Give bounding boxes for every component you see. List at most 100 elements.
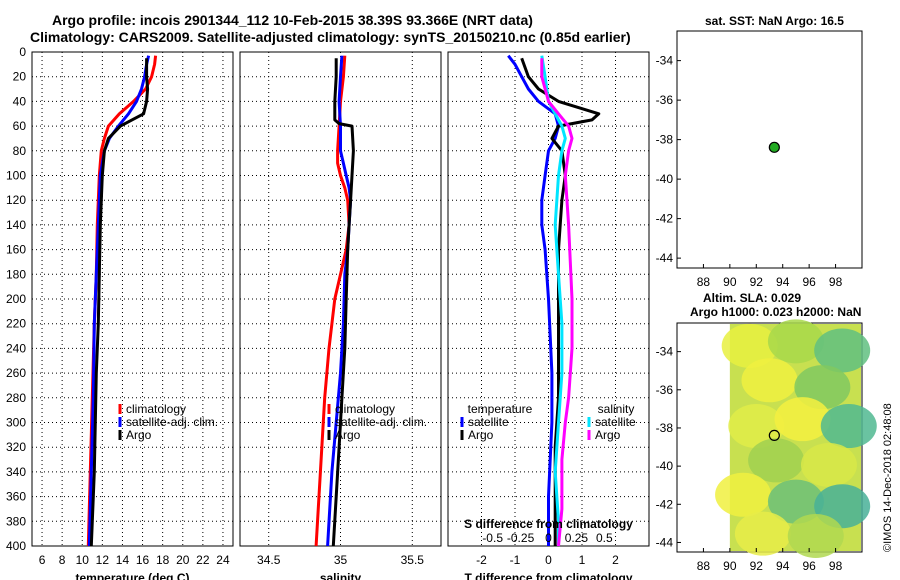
altim_map-heat-cell [741, 358, 798, 403]
altim-map-title: Altim. SLA: 0.029 [703, 291, 802, 305]
salinity-xlabel: salinity [320, 571, 362, 580]
temperature-series-line [89, 58, 150, 547]
temperature-xtick-label: 8 [59, 553, 66, 567]
altim_map-xtick-label: 88 [697, 559, 711, 573]
depth-tick-label: 400 [6, 539, 26, 553]
altim_map-heat-cell [728, 404, 785, 449]
temperature-xtick-label: 18 [156, 553, 170, 567]
depth-tick-label: 180 [6, 267, 26, 281]
depth-tick-label: 300 [6, 416, 26, 430]
altim_map-heat-cell [767, 479, 824, 524]
depth-tick-label: 120 [6, 193, 26, 207]
depth-tick-label: 40 [13, 94, 27, 108]
temperature-xtick-label: 22 [196, 553, 210, 567]
altim_map-panel: 88 90 92 94 96 98 -34 -36 -38 -40 -42 -44 [656, 319, 877, 573]
altim_map-heat-cell [721, 323, 778, 368]
sst_map-xtick-label: 92 [750, 275, 764, 289]
differences-xtick-label: -2 [476, 553, 487, 567]
altim_map-argo-point [768, 429, 780, 442]
sst_map-xtick-label: 90 [723, 275, 737, 289]
sst_map-xtick-label: 88 [697, 275, 711, 289]
temperature-xtick-label: 14 [116, 553, 130, 567]
sst_map-xtick-label: 94 [776, 275, 790, 289]
depth-tick-label: 220 [6, 317, 26, 331]
altim_map-heat-cell [734, 511, 791, 556]
altim_map-ytick-label: -44 [656, 535, 674, 549]
depth-tick-label: 160 [6, 243, 26, 257]
differences-xlabel: T difference from climatology [464, 571, 632, 580]
altim_map-heat-cell [814, 328, 871, 373]
depth-tick-label: 100 [6, 169, 26, 183]
salinity-series-line [331, 58, 355, 547]
sdiff-tick-label: 0 [545, 531, 552, 545]
depth-tick-label: 360 [6, 490, 26, 504]
salinity-xtick-label: 35 [334, 553, 348, 567]
salinity-panel: 34.5 35 35.5 salinity climatologysatellite-a… [239, 51, 442, 580]
salinity-legend-label: satellite-adj. clim. [335, 415, 427, 429]
altim_map-heat-cell [748, 438, 805, 483]
sdiff-tick-label: 0.5 [596, 531, 613, 545]
temperature-xtick-label: 12 [96, 553, 110, 567]
temperature-xtick-label: 16 [136, 553, 150, 567]
depth-tick-label: 140 [6, 218, 26, 232]
altim_map-ytick-label: -38 [656, 421, 674, 435]
tdiff-legend-label: Argo [468, 428, 494, 442]
depth-tick-label: 280 [6, 391, 26, 405]
sst_map-ytick-label: -38 [656, 133, 674, 147]
depth-tick-label: 320 [6, 440, 26, 454]
sst_map-ytick-label: -36 [656, 93, 674, 107]
differences-series-line [540, 58, 574, 547]
sst_map-xtick-label: 96 [802, 275, 816, 289]
sst_map-ytick-label: -40 [656, 172, 674, 186]
altim-map-subtitle: Argo h1000: 0.023 h2000: NaN [690, 305, 862, 319]
temperature-xtick-label: 10 [76, 553, 90, 567]
altim_map-xtick-label: 96 [802, 559, 816, 573]
depth-tick-label: 60 [13, 119, 27, 133]
temperature-legend-label: climatology [126, 402, 186, 416]
temperature-xtick-label: 24 [216, 553, 230, 567]
altim_map-heat-cell [774, 397, 831, 442]
sst_map-ytick-label: -42 [656, 212, 674, 226]
sst_map-ytick-label: -34 [656, 54, 674, 68]
salinity-legend-label: climatology [335, 402, 395, 416]
salinity-legend-label: Argo [335, 428, 361, 442]
altim_map-xtick-label: 90 [723, 559, 737, 573]
sst_map-xtick-label: 98 [829, 275, 843, 289]
altim_map-heat-cell [715, 472, 772, 517]
figure-title-line1: Argo profile: incois 2901344_112 10-Feb-… [52, 12, 533, 28]
sdiff-legend-label: satellite [595, 415, 636, 429]
differences-xtick-label: -1 [510, 553, 521, 567]
temperature-legend-label: Argo [126, 428, 152, 442]
sdiff-tick-label: 0.25 [565, 531, 589, 545]
depth-tick-label: 340 [6, 465, 26, 479]
altim_map-heat-cell [800, 442, 857, 487]
sst_map-panel: 88 90 92 94 96 98 -34 -36 -38 -40 -42 -44 [656, 30, 863, 289]
differences-xtick-label: 2 [612, 553, 619, 567]
altim_map-xtick-label: 92 [750, 559, 764, 573]
altim_map-heat-cell [820, 404, 877, 449]
altim_map-ytick-label: -36 [656, 383, 674, 397]
depth-tick-label: 0 [19, 45, 26, 59]
temperature-panel: 6 8 10 12 14 16 18 20 22 240204060801001201401601… [6, 45, 234, 580]
sst-map-title: sat. SST: NaN Argo: 16.5 [705, 14, 844, 28]
altim_map-ytick-label: -34 [656, 345, 674, 359]
temperature-xlabel: temperature (deg C) [75, 571, 189, 580]
differences-series-line [507, 54, 560, 546]
sst_map-argo-point [768, 141, 780, 153]
salinity-xtick-label: 34.5 [257, 553, 281, 567]
temperature-xtick-label: 20 [176, 553, 190, 567]
sdiff-tick-label: -0.25 [507, 531, 535, 545]
differences-xtick-label: 1 [579, 553, 586, 567]
sdiff-xlabel: S difference from climatology [464, 517, 633, 531]
tdiff-legend-title: temperature [468, 402, 533, 416]
sdiff-legend-title: salinity [598, 402, 635, 416]
figure-title-line2: Climatology: CARS2009. Satellite-adjuste… [30, 29, 631, 45]
altim_map-ytick-label: -42 [656, 497, 674, 511]
differences-xtick-label: 0 [545, 553, 552, 567]
depth-tick-label: 200 [6, 292, 26, 306]
temperature-legend-label: satellite-adj. clim. [126, 415, 218, 429]
sdiff-legend-label: Argo [595, 428, 621, 442]
depth-tick-label: 260 [6, 366, 26, 380]
